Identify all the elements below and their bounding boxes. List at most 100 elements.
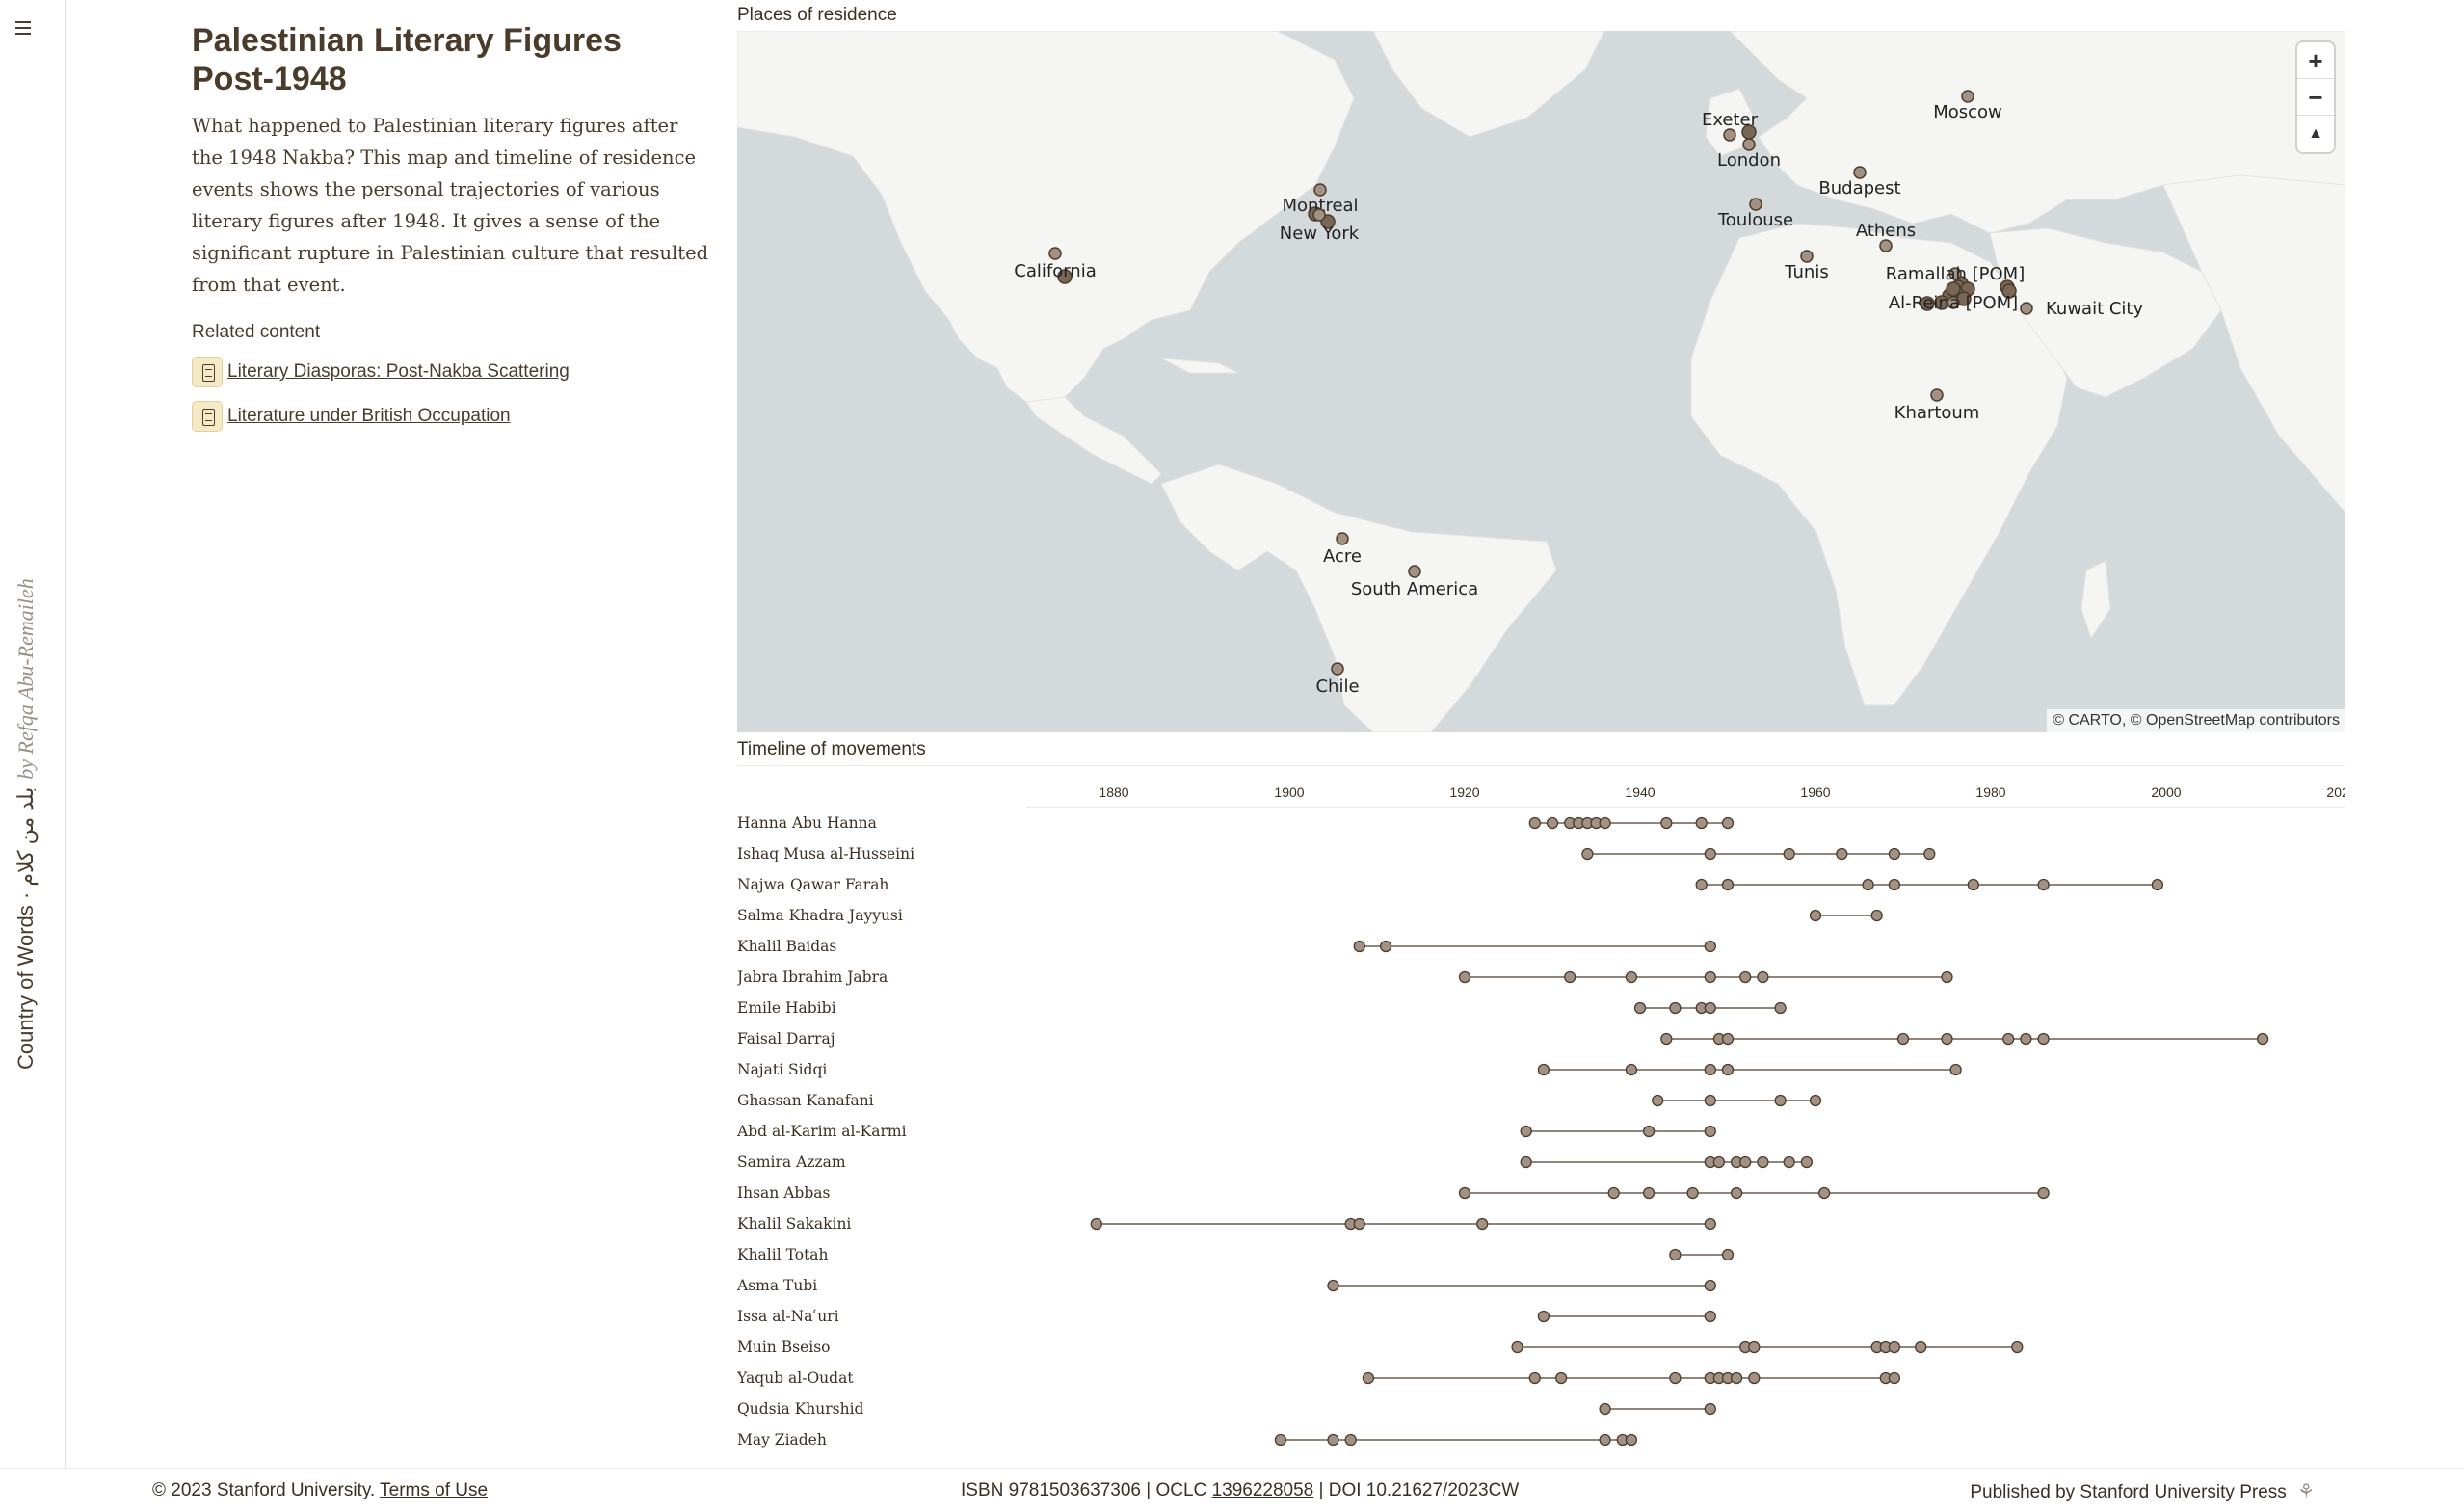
residence-event-marker[interactable] — [1809, 1094, 1822, 1107]
residence-event-marker[interactable] — [1554, 1371, 1568, 1385]
residence-event-marker[interactable] — [1669, 1248, 1682, 1261]
residence-event-marker[interactable] — [1967, 878, 1979, 891]
residence-event-marker[interactable] — [1458, 1186, 1471, 1200]
residence-event-marker[interactable] — [1800, 1155, 1814, 1169]
residence-event-marker[interactable] — [1704, 940, 1716, 953]
residence-event-marker[interactable] — [1564, 970, 1576, 984]
residence-event-marker[interactable] — [1896, 1032, 1910, 1046]
residence-event-marker[interactable] — [1721, 878, 1735, 891]
residence-event-marker[interactable] — [1923, 847, 1936, 861]
terms-of-use-link[interactable]: Terms of Use — [380, 1480, 489, 1500]
map-marker[interactable] — [1930, 388, 1944, 402]
residence-event-marker[interactable] — [1817, 1186, 1831, 1200]
residence-event-marker[interactable] — [1362, 1371, 1375, 1385]
map-marker[interactable] — [1336, 532, 1349, 545]
residence-event-marker[interactable] — [1327, 1433, 1339, 1446]
residence-event-marker[interactable] — [1757, 1155, 1769, 1169]
residence-event-marker[interactable] — [1704, 1063, 1716, 1076]
residence-event-marker[interactable] — [1783, 1155, 1795, 1169]
residence-event-marker[interactable] — [1520, 1125, 1532, 1138]
residence-event-marker[interactable] — [1660, 1032, 1673, 1046]
residence-event-marker[interactable] — [1739, 970, 1752, 984]
residence-event-marker[interactable] — [1704, 1217, 1716, 1231]
residence-event-marker[interactable] — [1704, 1310, 1716, 1323]
residence-event-marker[interactable] — [1353, 940, 1365, 953]
residence-event-marker[interactable] — [1599, 1402, 1611, 1416]
residence-event-marker[interactable] — [1870, 909, 1883, 922]
residence-event-marker[interactable] — [1669, 1001, 1682, 1015]
residence-event-marker[interactable] — [1774, 1094, 1787, 1107]
residence-event-marker[interactable] — [1941, 1032, 1953, 1046]
map-marker[interactable] — [1723, 128, 1736, 142]
residence-event-marker[interactable] — [1704, 847, 1716, 861]
residence-event-marker[interactable] — [1344, 1433, 1357, 1446]
oclc-link[interactable]: 1396228058 — [1211, 1480, 1314, 1500]
residence-event-marker[interactable] — [1686, 1186, 1699, 1200]
residence-event-marker[interactable] — [1721, 1063, 1735, 1076]
residence-event-marker[interactable] — [1949, 1063, 1962, 1076]
press-link[interactable]: Stanford University Press — [2080, 1482, 2287, 1502]
map-marker[interactable] — [1946, 281, 1961, 297]
residence-event-marker[interactable] — [1511, 1340, 1523, 1354]
map-marker[interactable] — [1853, 166, 1867, 179]
map-marker[interactable] — [1048, 247, 1062, 260]
residence-event-marker[interactable] — [2151, 878, 2164, 891]
map-marker[interactable] — [1057, 269, 1073, 284]
residence-event-marker[interactable] — [1652, 1094, 1664, 1107]
timeline-chart[interactable]: 1880 1900 1920 1940 1960 1980 2000 2020 Hanna Ab… — [737, 771, 2345, 1460]
residence-event-marker[interactable] — [1888, 878, 1901, 891]
residence-event-marker[interactable] — [1704, 1094, 1716, 1107]
residence-event-marker[interactable] — [1721, 1248, 1735, 1261]
map-marker[interactable] — [1742, 138, 1756, 151]
residence-event-marker[interactable] — [1476, 1217, 1489, 1231]
residence-event-marker[interactable] — [1642, 1125, 1656, 1138]
residence-event-marker[interactable] — [1546, 816, 1559, 830]
map-marker[interactable] — [1920, 296, 1935, 311]
map-marker[interactable] — [1331, 662, 1344, 676]
map-marker[interactable] — [1313, 183, 1327, 197]
map-marker[interactable] — [1800, 250, 1814, 263]
residence-event-marker[interactable] — [1625, 1063, 1638, 1076]
residence-event-marker[interactable] — [1888, 1371, 1901, 1385]
residence-event-marker[interactable] — [1704, 1001, 1716, 1015]
residence-event-marker[interactable] — [1599, 816, 1611, 830]
residence-event-marker[interactable] — [1809, 909, 1822, 922]
residence-event-marker[interactable] — [1581, 847, 1594, 861]
residence-event-marker[interactable] — [1704, 1402, 1716, 1416]
map-marker[interactable] — [1947, 296, 1960, 309]
residence-event-marker[interactable] — [1090, 1217, 1102, 1231]
residence-event-marker[interactable] — [1704, 970, 1716, 984]
residence-event-marker[interactable] — [1633, 1001, 1647, 1015]
zoom-in-button[interactable]: + — [2297, 42, 2334, 79]
residence-event-marker[interactable] — [2020, 1032, 2032, 1046]
residence-event-marker[interactable] — [2002, 1032, 2015, 1046]
hamburger-menu-icon[interactable] — [15, 17, 39, 40]
residence-event-marker[interactable] — [1739, 1155, 1752, 1169]
map-marker[interactable] — [2020, 302, 2033, 315]
map-marker[interactable] — [1749, 198, 1762, 211]
map-marker[interactable] — [1948, 267, 1962, 280]
map-marker[interactable] — [2001, 283, 2017, 299]
residence-event-marker[interactable] — [1888, 1340, 1901, 1354]
residence-event-marker[interactable] — [1721, 816, 1735, 830]
residence-map[interactable]: Exeter Moscow London Budapest Montreal Toulou… — [737, 31, 2345, 732]
site-brand[interactable]: Country of Words · بلد من كلام by Refqa A… — [13, 578, 39, 1070]
residence-event-marker[interactable] — [1862, 878, 1874, 891]
residence-event-marker[interactable] — [1730, 1371, 1743, 1385]
residence-event-marker[interactable] — [1730, 1186, 1743, 1200]
residence-event-marker[interactable] — [1528, 1371, 1541, 1385]
residence-event-marker[interactable] — [1642, 1186, 1656, 1200]
related-link-british-occupation[interactable]: Literature under British Occupation — [192, 401, 712, 432]
residence-event-marker[interactable] — [1537, 1310, 1550, 1323]
residence-event-marker[interactable] — [1915, 1340, 1927, 1354]
residence-event-marker[interactable] — [1888, 847, 1901, 861]
residence-event-marker[interactable] — [1836, 847, 1848, 861]
related-link-literary-diasporas[interactable]: Literary Diasporas: Post-Nakba Scatterin… — [192, 357, 712, 387]
reset-north-button[interactable]: ▲ — [2308, 125, 2323, 142]
map-marker[interactable] — [1312, 208, 1326, 222]
residence-event-marker[interactable] — [2037, 1186, 2050, 1200]
residence-event-marker[interactable] — [1625, 970, 1638, 984]
residence-event-marker[interactable] — [1712, 1155, 1726, 1169]
residence-event-marker[interactable] — [1669, 1371, 1682, 1385]
residence-event-marker[interactable] — [1520, 1155, 1532, 1169]
